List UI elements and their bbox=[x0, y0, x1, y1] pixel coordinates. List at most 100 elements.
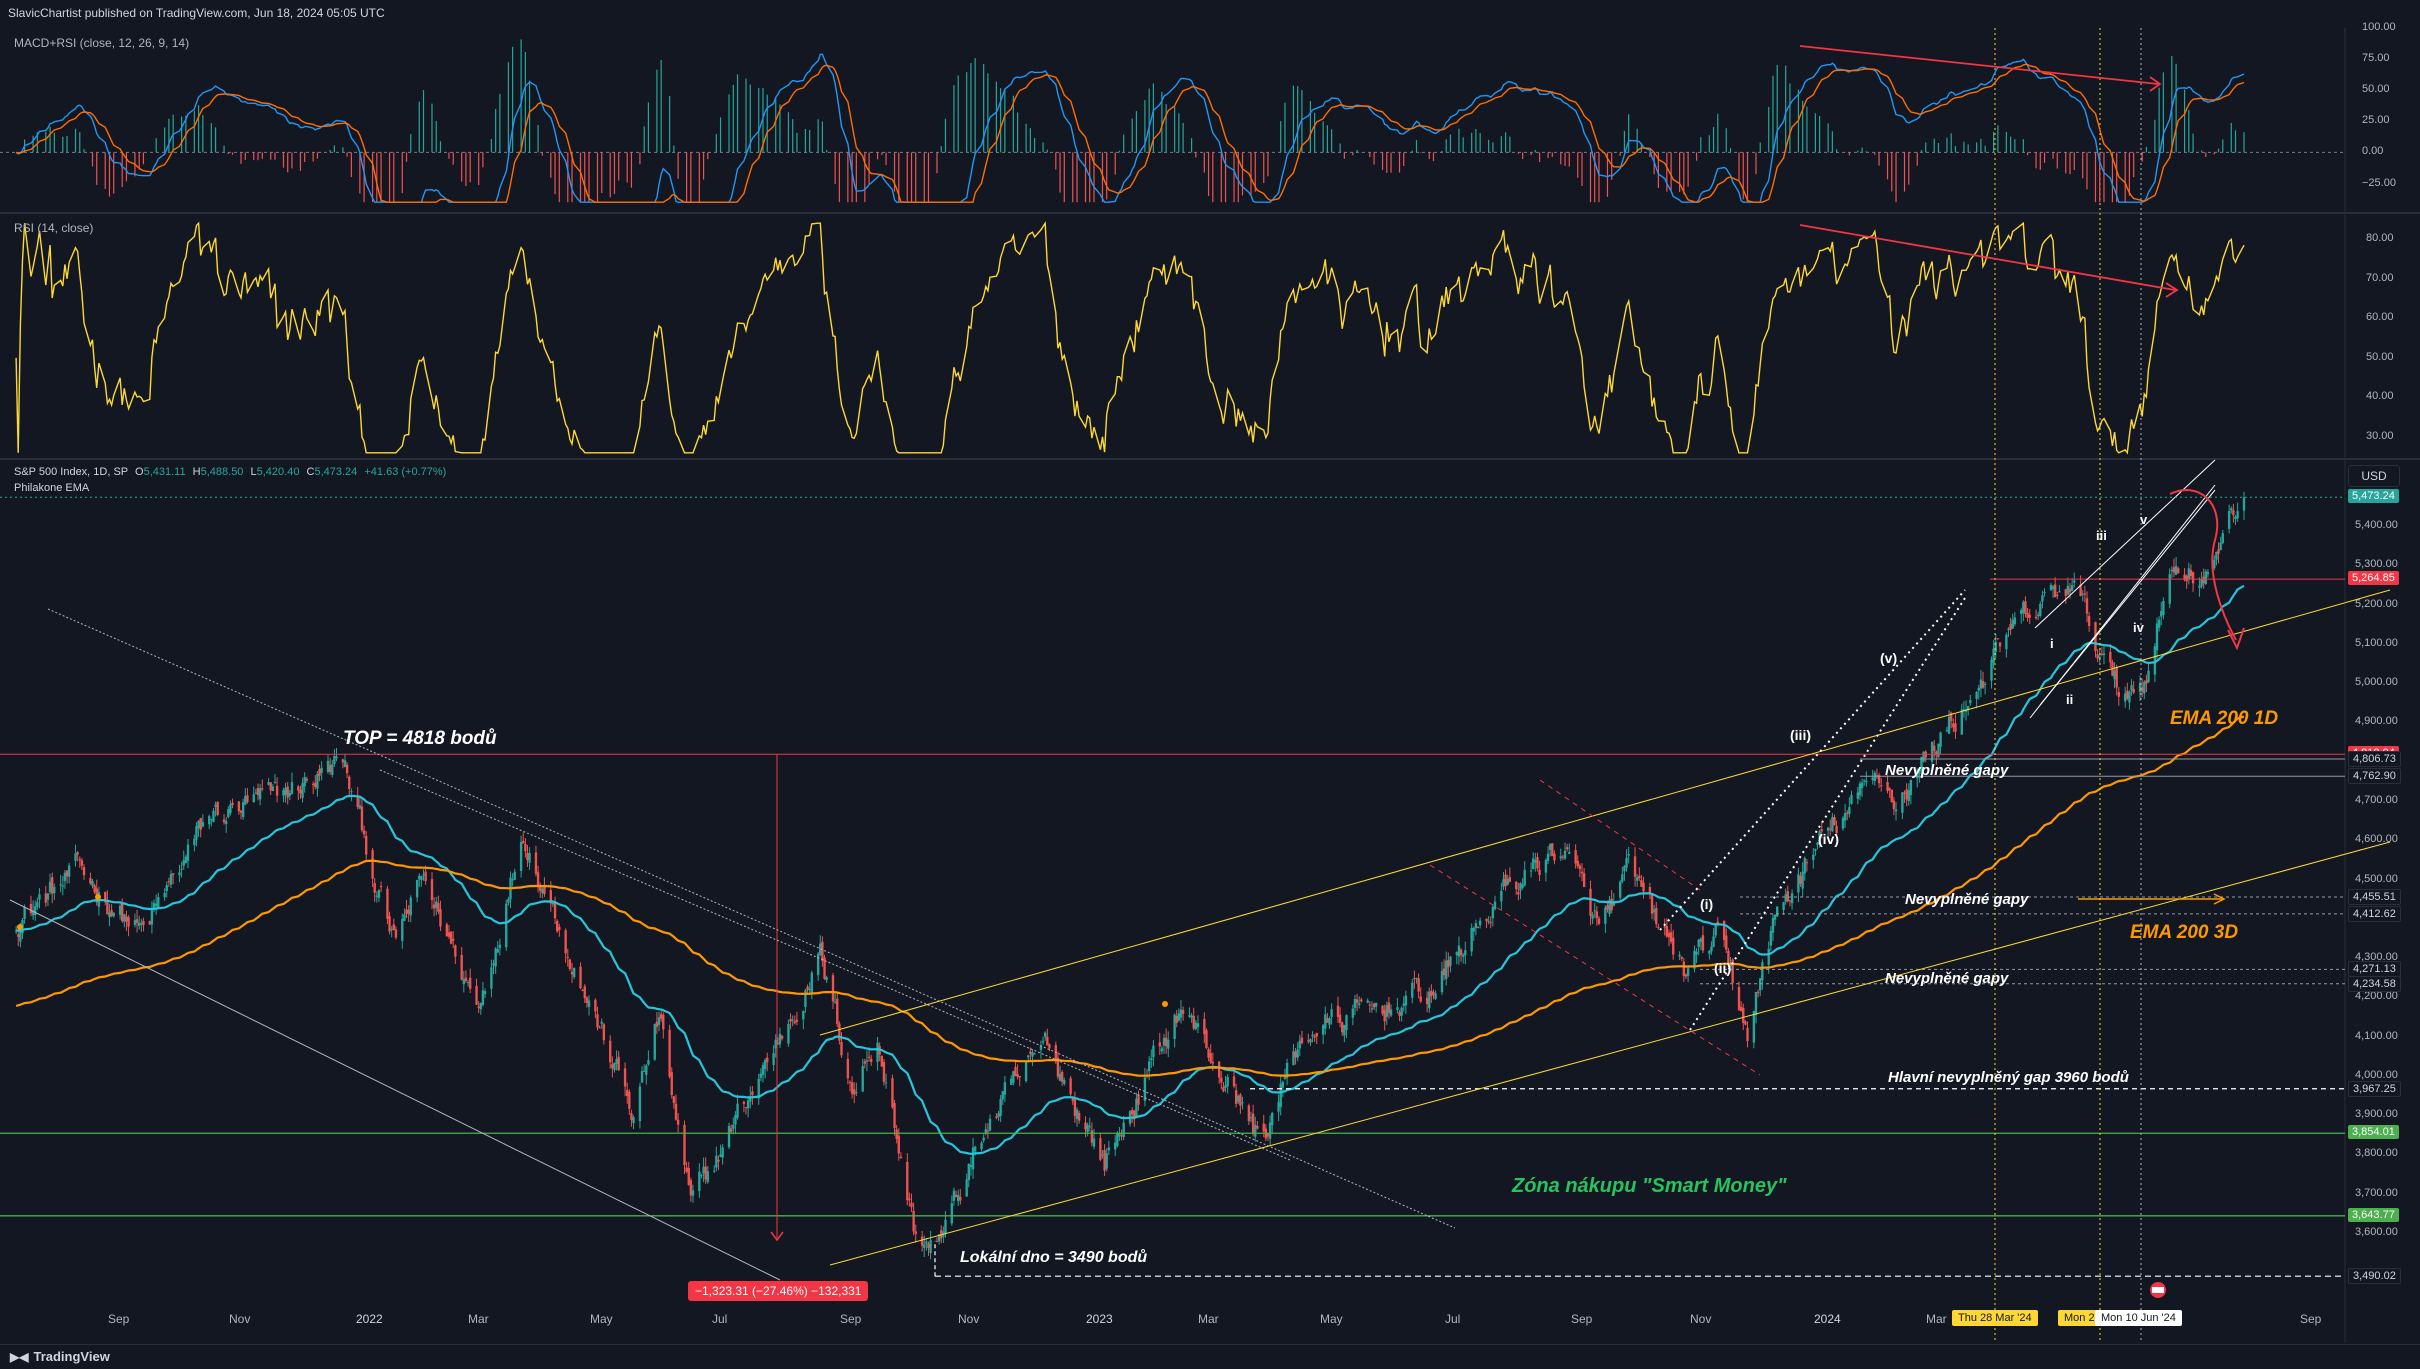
candle-body bbox=[51, 877, 54, 894]
candle-body bbox=[375, 895, 379, 897]
correction-channel-lower bbox=[1539, 779, 1701, 891]
candle-body bbox=[1220, 1077, 1223, 1083]
candle-body bbox=[1457, 945, 1461, 957]
candle-body bbox=[1517, 892, 1520, 895]
candle-body bbox=[1739, 1006, 1743, 1012]
candle-body bbox=[1207, 1049, 1210, 1058]
candle-body bbox=[63, 872, 67, 881]
candle-body bbox=[1922, 751, 1925, 762]
candle-body bbox=[1682, 961, 1686, 977]
candle-body bbox=[2206, 572, 2210, 575]
candle-body bbox=[2172, 567, 2176, 573]
candle-body bbox=[1939, 732, 1942, 747]
candle-body bbox=[2204, 571, 2207, 584]
candle-body bbox=[350, 791, 353, 793]
candle-body bbox=[1935, 751, 1938, 756]
candle-body bbox=[1920, 756, 1923, 772]
candle-body bbox=[600, 1021, 603, 1024]
candle-body bbox=[2087, 616, 2091, 626]
candle-body bbox=[1315, 1033, 1318, 1037]
candle-body bbox=[1232, 1076, 1236, 1087]
candle-body bbox=[1060, 1072, 1064, 1082]
time-x-tick: 2024 bbox=[1814, 1312, 1841, 1326]
candle-body bbox=[335, 756, 338, 759]
candle-body bbox=[1177, 1013, 1181, 1021]
candle-body bbox=[935, 1240, 939, 1242]
price-tag: 4,806.73 bbox=[2348, 751, 2401, 768]
candle-body bbox=[853, 1089, 856, 1095]
candle-body bbox=[1375, 1003, 1378, 1007]
candle-body bbox=[1568, 851, 1571, 854]
candle-body bbox=[1901, 792, 1904, 813]
candle-body bbox=[422, 874, 425, 876]
candle-body bbox=[1442, 968, 1446, 976]
candle-body bbox=[392, 924, 395, 930]
candle-body bbox=[331, 764, 334, 775]
candle-body bbox=[672, 1096, 676, 1104]
candle-body bbox=[1167, 1039, 1170, 1049]
gaps-annotation-1: Nevyplněné gapy bbox=[1885, 762, 2009, 779]
candle-body bbox=[163, 892, 166, 898]
candle-body bbox=[861, 1066, 864, 1092]
candle-body bbox=[1521, 884, 1524, 888]
candle-body bbox=[452, 938, 455, 941]
candle-body bbox=[214, 804, 217, 808]
currency-button[interactable]: USD bbox=[2348, 465, 2400, 487]
candle-body bbox=[1561, 856, 1565, 858]
candle-body bbox=[1998, 642, 2002, 647]
candle-body bbox=[1092, 1138, 1096, 1147]
price-y-tick: 4,500.00 bbox=[2355, 872, 2398, 885]
candle-body bbox=[780, 1035, 784, 1039]
tradingview-logo[interactable]: ▶◀ TradingView bbox=[10, 1349, 110, 1364]
candle-body bbox=[1642, 882, 1645, 892]
candle-body bbox=[1805, 862, 1809, 864]
candle-body bbox=[1858, 783, 1862, 796]
candle-body bbox=[36, 902, 39, 908]
candle-body bbox=[967, 1163, 970, 1181]
candle-body bbox=[290, 782, 294, 795]
candle-body bbox=[1992, 648, 1995, 663]
candle-body bbox=[1099, 1138, 1102, 1160]
candle-body bbox=[2230, 508, 2233, 511]
candle-body bbox=[986, 1130, 990, 1132]
candle-body bbox=[662, 1014, 665, 1030]
candle-body bbox=[91, 881, 94, 886]
candle-body bbox=[632, 1117, 635, 1124]
candle-body bbox=[135, 919, 139, 923]
end-channel-mid bbox=[2039, 489, 2216, 706]
impulse-channel-lower bbox=[1689, 597, 1966, 1031]
candle-body bbox=[1400, 1007, 1403, 1016]
candle-body bbox=[1432, 991, 1435, 995]
candle-body bbox=[1716, 921, 1719, 924]
candle-body bbox=[823, 957, 826, 979]
candle-body bbox=[579, 966, 582, 989]
candle-body bbox=[2138, 682, 2142, 692]
candle-body bbox=[184, 856, 188, 864]
candle-body bbox=[700, 1174, 703, 1176]
candle-body bbox=[1196, 1023, 1200, 1028]
candle-body bbox=[793, 1021, 797, 1024]
candle-body bbox=[1381, 1005, 1384, 1014]
price-tag: 4,234.58 bbox=[2348, 975, 2401, 992]
rsi-y-tick: 80.00 bbox=[2366, 232, 2394, 244]
candle-body bbox=[1368, 1004, 1372, 1006]
candle-body bbox=[1909, 779, 1913, 795]
candle-body bbox=[746, 1100, 750, 1109]
candle-body bbox=[1890, 789, 1893, 803]
candle-body bbox=[1398, 1011, 1401, 1016]
candle-body bbox=[178, 872, 181, 876]
candle-body bbox=[1610, 898, 1613, 911]
candle-body bbox=[937, 1234, 941, 1242]
candle-body bbox=[394, 929, 398, 938]
candle-body bbox=[804, 990, 807, 1008]
candle-body bbox=[1621, 874, 1624, 882]
candle-body bbox=[1952, 723, 1955, 728]
candle-body bbox=[1033, 1053, 1036, 1055]
candle-body bbox=[549, 890, 553, 904]
time-x-tick: Jul bbox=[1445, 1312, 1461, 1326]
candle-body bbox=[1761, 962, 1764, 981]
candle-body bbox=[602, 1024, 606, 1041]
candle-body bbox=[1326, 1018, 1329, 1023]
candle-body bbox=[227, 809, 230, 818]
